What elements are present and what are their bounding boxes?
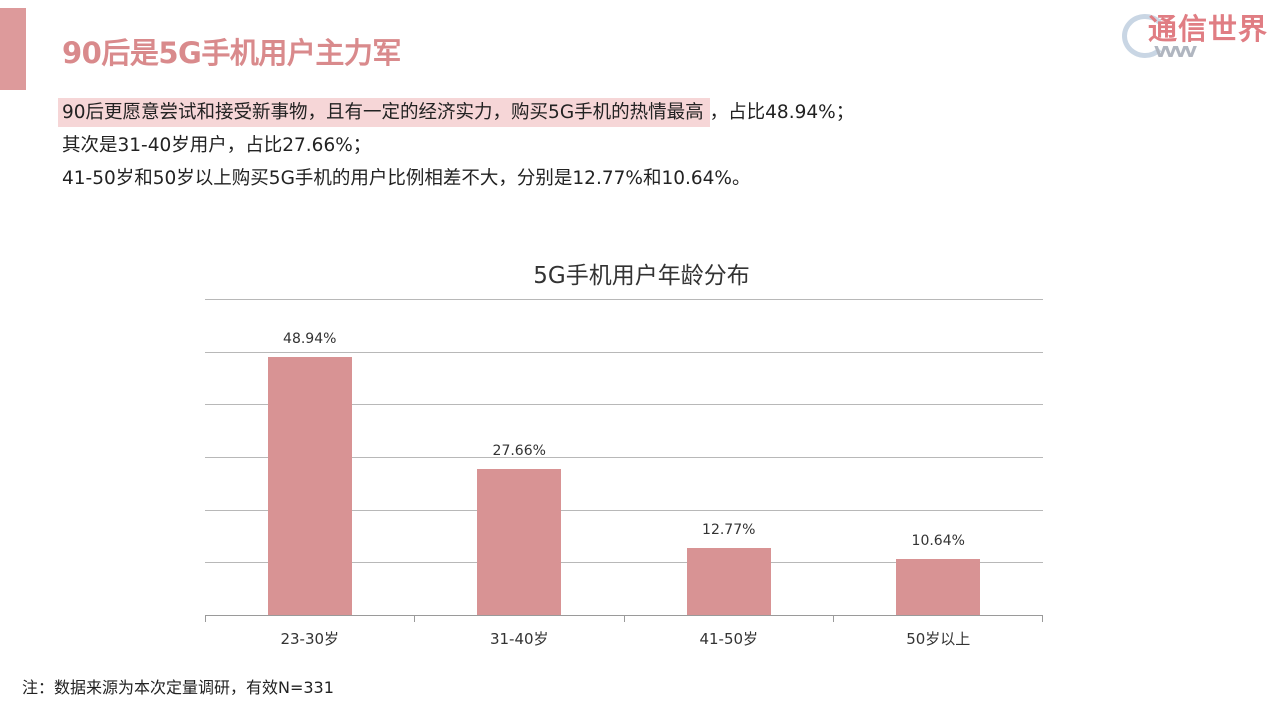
chart-title: 5G手机用户年龄分布 — [533, 263, 750, 289]
logo-text: 通信世界 — [1148, 12, 1269, 46]
axis-tick — [1042, 615, 1043, 622]
bar-41-50 — [686, 547, 771, 615]
axis-tick — [414, 615, 415, 622]
brand-logo: vvvv 通信世界 — [1114, 4, 1274, 62]
category-label: 41-50岁 — [699, 630, 759, 648]
gridline — [205, 352, 1043, 353]
logo-arc-icon — [1122, 14, 1168, 58]
gridline — [205, 457, 1043, 458]
accent-bar — [0, 8, 26, 90]
data-label: 12.77% — [702, 521, 756, 538]
summary-line-3: 41-50岁和50岁以上购买5G手机的用户比例相差不大，分别是12.77%和10… — [62, 168, 751, 189]
category-label: 31-40岁 — [489, 630, 549, 648]
highlighted-text: 90后更愿意尝试和接受新事物，且有一定的经济实力，购买5G手机的热情最高 — [58, 98, 710, 127]
logo-wave-icon: vvvv — [1154, 38, 1197, 62]
gridline — [205, 510, 1043, 511]
category-label: 23-30岁 — [280, 630, 340, 648]
gridline — [205, 404, 1043, 405]
summary-line-2: 其次是31-40岁用户，占比27.66%； — [62, 135, 372, 156]
axis-tick — [833, 615, 834, 622]
gridline — [205, 562, 1043, 563]
gridline — [205, 299, 1043, 300]
data-label: 27.66% — [492, 443, 546, 460]
bar-23-30 — [267, 357, 352, 615]
bar-50-plus — [896, 558, 981, 615]
data-label: 10.64% — [911, 532, 965, 549]
bar-31-40 — [477, 469, 562, 615]
summary-line-1: 90后更愿意尝试和接受新事物，且有一定的经济实力，购买5G手机的热情最高 ，占比4… — [58, 96, 854, 129]
axis-tick — [205, 615, 206, 622]
source-footnote: 注：数据来源为本次定量调研，有效N=331 — [22, 678, 334, 697]
summary-text: 90后更愿意尝试和接受新事物，且有一定的经济实力，购买5G手机的热情最高 ，占比4… — [58, 96, 854, 195]
axis-tick — [624, 615, 625, 622]
category-label: 50岁以上 — [906, 630, 971, 648]
page-title: 90后是5G手机用户主力军 — [62, 36, 401, 70]
data-label: 48.94% — [283, 331, 337, 348]
